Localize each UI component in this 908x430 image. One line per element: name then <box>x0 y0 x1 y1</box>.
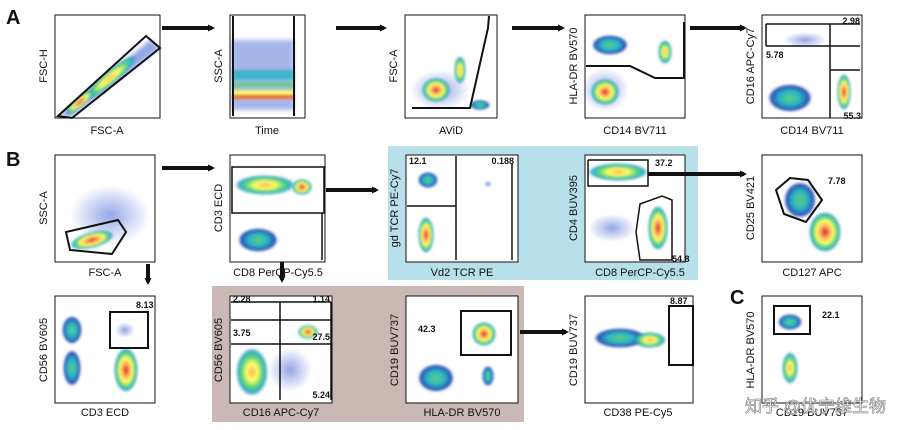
gate-value: 5.78 <box>766 50 784 60</box>
x-axis-label: CD19 BUV737 <box>776 407 848 419</box>
gate-value: 3.75 <box>233 328 251 338</box>
x-axis-label: HLA-DR BV570 <box>423 407 500 419</box>
x-axis-label: FSC-A <box>89 267 123 279</box>
y-axis-label: CD19 BUV737 <box>568 314 580 386</box>
gate-polygon <box>586 22 685 79</box>
gate-value: 8.13 <box>136 300 154 310</box>
gate-rect <box>231 166 325 214</box>
plot-frame <box>761 295 863 404</box>
plot-b7: 2.28 1.14 3.75 27.5 5.24 CD16 APC-Cy7 CD… <box>213 294 333 419</box>
y-axis-label: CD16 APC-Cy7 <box>745 28 757 104</box>
plot-a3: AViD FSC-A <box>388 14 498 137</box>
plot-a2: Time SSC-A <box>213 14 306 137</box>
flow-arrows <box>144 24 747 336</box>
y-axis-label: SSC-A <box>213 49 225 83</box>
y-axis-label: CD3 ECD <box>213 184 225 232</box>
watermark: 知乎 @优宁维生物 <box>745 397 886 416</box>
gate-value: 37.2 <box>655 158 673 168</box>
density-cloud <box>768 32 851 112</box>
gate-value: 5.24 <box>312 390 330 400</box>
gate-rect <box>773 305 811 335</box>
y-axis-label: CD4 BUV395 <box>568 175 580 241</box>
x-axis-label: Vd2 TCR PE <box>431 267 494 279</box>
plot-a5: 2.98 5.78 55.3 CD14 BV711 CD16 APC-Cy7 <box>745 14 863 137</box>
density-cloud <box>418 322 496 392</box>
density-cloud <box>594 328 666 348</box>
density-cloud <box>418 172 493 253</box>
density-cloud <box>236 325 318 396</box>
gate-rect <box>109 311 149 349</box>
density-cloud <box>410 56 490 110</box>
gate-polygon <box>774 176 824 224</box>
plot-b8: 42.3 HLA-DR BV570 CD19 BUV737 <box>389 295 519 419</box>
y-axis-label: CD19 BUV737 <box>389 314 401 386</box>
density-cloud <box>70 185 150 250</box>
gate-rect <box>460 310 512 356</box>
y-axis-label: CD25 BV421 <box>745 176 757 240</box>
y-axis-label: SSC-A <box>38 191 50 225</box>
gate-value: 22.1 <box>822 310 840 320</box>
y-axis-label: gd TCR PE-Cy7 <box>389 169 401 248</box>
y-axis-label: HLA-DR BV570 <box>745 311 757 388</box>
x-axis-label: CD3 ECD <box>81 407 129 419</box>
y-axis-label: CD56 BV605 <box>38 318 50 382</box>
x-axis-label: CD8 PerCP-Cy5.5 <box>233 267 323 279</box>
plot-b9: 8.87 CD38 PE-Cy5 CD19 BUV737 <box>568 295 694 419</box>
gate-polygon <box>64 218 128 256</box>
density-cloud <box>778 314 802 384</box>
x-axis-label: CD38 PE-Cy5 <box>603 407 672 419</box>
x-axis-label: FSC-A <box>91 125 125 137</box>
plot-a1: FSC-A FSC-H <box>38 14 162 137</box>
density-cloud <box>62 316 138 392</box>
gate-value: 54.8 <box>672 254 690 264</box>
y-axis-label: HLA-DR BV570 <box>568 27 580 104</box>
y-axis-label: FSC-A <box>388 49 400 83</box>
gate-value: 2.98 <box>842 16 860 26</box>
gate-rect <box>668 305 694 366</box>
gate-value: 8.87 <box>670 296 688 306</box>
section-label-a: A <box>6 7 20 29</box>
gate-value: 12.1 <box>409 156 427 166</box>
plot-frame <box>584 295 694 404</box>
x-axis-label: CD14 BV711 <box>603 125 666 137</box>
density-cloud <box>581 35 672 112</box>
plot-b1: FSC-A SSC-A <box>38 154 156 279</box>
y-axis-label: FSC-H <box>38 49 50 83</box>
x-axis-label: Time <box>255 125 279 137</box>
gate-value: 27.5 <box>312 332 330 342</box>
gate-value: 42.3 <box>418 324 436 334</box>
gate-value: 7.78 <box>828 176 846 186</box>
x-axis-label: CD127 APC <box>782 267 841 279</box>
density-cloud <box>235 175 312 252</box>
gate-polygon <box>412 15 490 109</box>
y-axis-label: CD56 BV605 <box>213 318 225 382</box>
gate-value: 2.28 <box>233 294 251 304</box>
plot-b6: 8.13 CD3 ECD CD56 BV605 <box>38 295 156 419</box>
x-axis-label: AViD <box>439 125 463 137</box>
plot-c1: 22.1 CD19 BUV737 HLA-DR BV570 <box>745 295 863 419</box>
x-axis-label: CD14 BV711 <box>780 125 843 137</box>
plot-b3: 12.1 0.188 Vd2 TCR PE gd TCR PE-Cy7 <box>389 154 519 279</box>
density-cloud <box>588 163 668 250</box>
x-axis-label: CD8 PerCP-Cy5.5 <box>595 267 685 279</box>
section-label-b: B <box>6 149 20 171</box>
plot-a4: CD14 BV711 HLA-DR BV570 <box>568 14 686 137</box>
gate-value: 1.14 <box>312 294 330 304</box>
gate-value: 0.188 <box>491 156 514 166</box>
section-label-c: C <box>730 287 744 309</box>
x-axis-label: CD16 APC-Cy7 <box>243 407 319 419</box>
density-cloud <box>784 182 841 252</box>
gate-value: 55.3 <box>843 111 861 121</box>
plot-b2: CD8 PerCP-Cy5.5 CD3 ECD <box>213 154 326 279</box>
gate-polygon <box>587 159 649 187</box>
gate-polygon <box>55 34 162 120</box>
gate-polygon <box>635 195 673 261</box>
density-cloud <box>60 40 160 117</box>
density-cloud <box>232 40 294 110</box>
plot-b5: 7.78 CD127 APC CD25 BV421 <box>745 154 863 279</box>
plot-frame <box>54 14 161 119</box>
